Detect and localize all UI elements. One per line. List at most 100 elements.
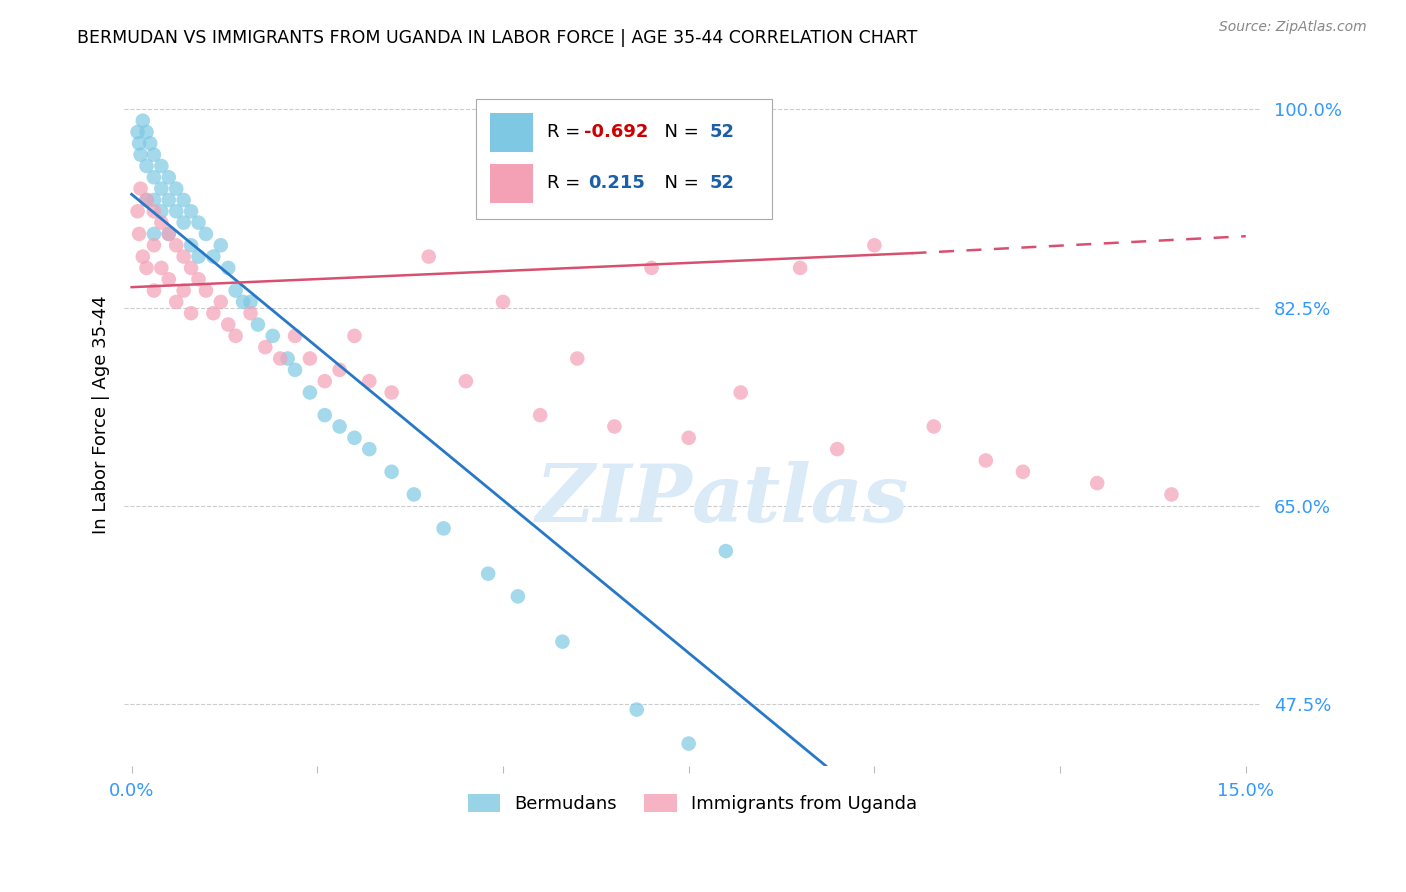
Point	[551, 634, 574, 648]
Point	[232, 294, 254, 309]
Point	[187, 250, 209, 264]
Point	[209, 238, 232, 252]
Point	[142, 147, 165, 161]
Point	[157, 227, 180, 241]
Text: N =: N =	[652, 123, 704, 141]
Point	[128, 227, 150, 241]
Point	[626, 703, 648, 717]
Point	[1160, 487, 1182, 501]
Point	[127, 125, 149, 139]
Text: N =: N =	[652, 175, 704, 193]
Point	[135, 159, 157, 173]
Point	[432, 521, 454, 535]
Point	[135, 260, 157, 275]
Point	[678, 431, 700, 445]
Point	[314, 408, 336, 422]
Point	[567, 351, 589, 366]
Point	[157, 227, 180, 241]
Point	[194, 284, 217, 298]
Point	[640, 260, 662, 275]
Bar	[491, 164, 533, 203]
Text: -0.692: -0.692	[585, 123, 648, 141]
Point	[173, 284, 195, 298]
Point	[239, 306, 262, 320]
Point	[789, 260, 811, 275]
Point	[180, 306, 202, 320]
Point	[150, 159, 173, 173]
Point	[262, 329, 284, 343]
Point	[127, 204, 149, 219]
Point	[135, 125, 157, 139]
Y-axis label: In Labor Force | Age 35-44: In Labor Force | Age 35-44	[93, 296, 110, 534]
Point	[150, 216, 173, 230]
Point	[150, 204, 173, 219]
Point	[157, 193, 180, 207]
Point	[284, 329, 307, 343]
Point	[165, 181, 187, 195]
Point	[129, 147, 152, 161]
Point	[129, 181, 152, 195]
Point	[128, 136, 150, 151]
Point	[142, 170, 165, 185]
Point	[454, 374, 477, 388]
Point	[863, 238, 886, 252]
Point	[269, 351, 291, 366]
Bar	[491, 113, 533, 152]
Point	[135, 193, 157, 207]
Point	[922, 419, 945, 434]
Point	[142, 227, 165, 241]
Point	[246, 318, 269, 332]
Text: 52: 52	[710, 123, 734, 141]
Point	[135, 193, 157, 207]
Point	[714, 544, 737, 558]
Point	[142, 204, 165, 219]
Point	[202, 306, 225, 320]
Point	[132, 250, 155, 264]
Point	[217, 260, 239, 275]
Text: BERMUDAN VS IMMIGRANTS FROM UGANDA IN LABOR FORCE | AGE 35-44 CORRELATION CHART: BERMUDAN VS IMMIGRANTS FROM UGANDA IN LA…	[77, 29, 918, 46]
Point	[165, 294, 187, 309]
Point	[139, 136, 162, 151]
Text: R =: R =	[547, 175, 592, 193]
Point	[173, 193, 195, 207]
Point	[492, 294, 515, 309]
Point	[418, 250, 440, 264]
Point	[402, 487, 425, 501]
Point	[603, 419, 626, 434]
Point	[180, 204, 202, 219]
Point	[209, 294, 232, 309]
Point	[343, 431, 366, 445]
Point	[157, 170, 180, 185]
Point	[202, 250, 225, 264]
Point	[173, 250, 195, 264]
Point	[329, 363, 352, 377]
Point	[284, 363, 307, 377]
Point	[359, 374, 381, 388]
Point	[298, 385, 321, 400]
Point	[225, 284, 247, 298]
Point	[180, 238, 202, 252]
Point	[142, 238, 165, 252]
Point	[187, 272, 209, 286]
Point	[277, 351, 299, 366]
Point	[506, 590, 529, 604]
Point	[194, 227, 217, 241]
Point	[1085, 476, 1108, 491]
Point	[142, 193, 165, 207]
Point	[678, 737, 700, 751]
Point	[298, 351, 321, 366]
Point	[239, 294, 262, 309]
Point	[974, 453, 997, 467]
Text: Source: ZipAtlas.com: Source: ZipAtlas.com	[1219, 20, 1367, 34]
Point	[381, 385, 404, 400]
Point	[142, 284, 165, 298]
Point	[165, 204, 187, 219]
FancyBboxPatch shape	[477, 99, 772, 219]
Point	[825, 442, 848, 457]
Point	[529, 408, 551, 422]
Point	[381, 465, 404, 479]
Point	[225, 329, 247, 343]
Point	[180, 260, 202, 275]
Point	[1012, 465, 1035, 479]
Point	[150, 260, 173, 275]
